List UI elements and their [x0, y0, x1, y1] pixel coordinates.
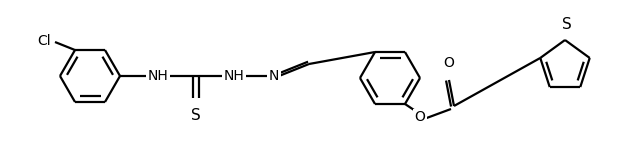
Text: O: O	[444, 56, 454, 70]
Text: S: S	[562, 17, 572, 32]
Text: N: N	[269, 69, 279, 83]
Text: S: S	[191, 108, 201, 123]
Text: NH: NH	[223, 69, 244, 83]
Text: NH: NH	[148, 69, 168, 83]
Text: Cl: Cl	[37, 34, 51, 48]
Text: O: O	[415, 110, 426, 124]
